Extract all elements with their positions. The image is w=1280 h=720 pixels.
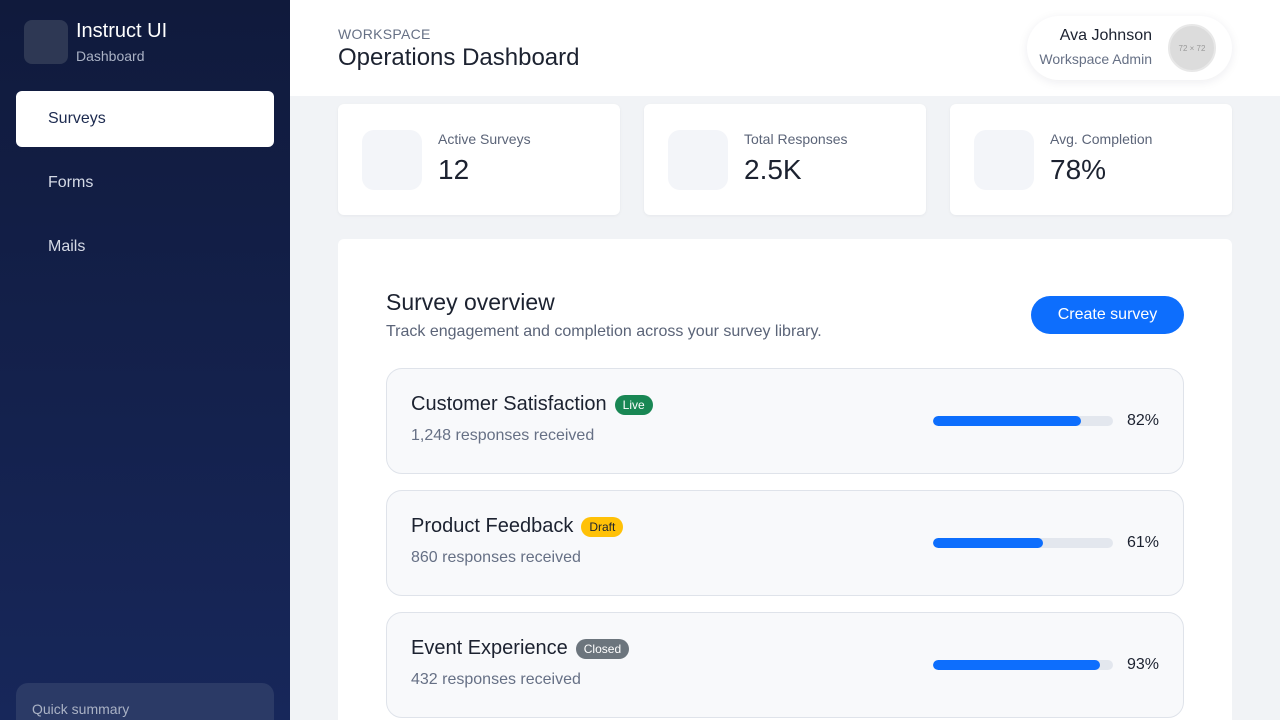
status-badge: Draft [581, 516, 624, 537]
status-badge: Closed [575, 638, 630, 659]
user-menu[interactable]: Ava Johnson Workspace Admin 72 × 72 [1027, 16, 1232, 80]
workspace-label: WORKSPACE [338, 26, 431, 42]
stat-icon [668, 130, 728, 190]
stat-label: Total Responses [744, 131, 848, 147]
status-badge: Live [614, 394, 653, 415]
survey-row[interactable]: Customer Satisfaction Live 1,248 respons… [386, 368, 1184, 474]
stat-value: 78% [1050, 154, 1107, 185]
avatar-placeholder-text: 72 × 72 [1178, 43, 1206, 53]
stat-value: 2.5K [744, 154, 802, 185]
create-survey-button[interactable]: Create survey [1031, 296, 1184, 334]
sidebar-nav: Surveys Forms Mails [16, 91, 274, 283]
stat-value: 12 [438, 154, 470, 185]
brand-logo [24, 20, 68, 64]
stat-card-avg-completion: Avg. Completion 78% [950, 104, 1232, 215]
completion-progress-bar [933, 416, 1113, 426]
survey-row[interactable]: Product Feedback Draft 860 responses rec… [386, 490, 1184, 596]
completion-progress-fill [933, 416, 1081, 426]
brand-subtitle: Dashboard [76, 48, 145, 64]
completion-percent: 93% [1126, 656, 1159, 673]
survey-responses: 1,248 responses received [411, 427, 595, 444]
user-role: Workspace Admin [1039, 51, 1152, 67]
survey-overview-panel: Survey overview Track engagement and com… [338, 239, 1232, 720]
survey-name: Event Experience [411, 637, 568, 659]
top-header: WORKSPACE Operations Dashboard Ava Johns… [290, 0, 1280, 96]
user-name: Ava Johnson [1059, 27, 1152, 44]
sidebar-item-label: Surveys [48, 110, 106, 127]
completion-progress-fill [933, 538, 1043, 548]
sidebar-item-label: Forms [48, 174, 94, 191]
sidebar: Instruct UI Dashboard Surveys Forms Mail… [0, 0, 290, 720]
completion-progress-bar [933, 660, 1113, 670]
survey-responses: 432 responses received [411, 671, 581, 688]
brand: Instruct UI Dashboard [24, 20, 167, 64]
page-title: Operations Dashboard [338, 44, 580, 71]
stat-icon [362, 130, 422, 190]
stat-card-active-surveys: Active Surveys 12 [338, 104, 620, 215]
stat-label: Active Surveys [438, 131, 531, 147]
completion-percent: 61% [1126, 534, 1159, 551]
survey-row[interactable]: Event Experience Closed 432 responses re… [386, 612, 1184, 718]
quick-summary-label: Quick summary [32, 701, 130, 717]
avatar[interactable]: 72 × 72 [1168, 24, 1216, 72]
survey-name: Customer Satisfaction [411, 393, 607, 415]
stat-card-total-responses: Total Responses 2.5K [644, 104, 926, 215]
survey-name: Product Feedback [411, 515, 574, 537]
sidebar-item-label: Mails [48, 238, 86, 255]
panel-title: Survey overview [386, 289, 555, 315]
stat-label: Avg. Completion [1050, 131, 1153, 147]
survey-responses: 860 responses received [411, 549, 581, 566]
brand-name: Instruct UI [76, 20, 168, 42]
completion-progress-bar [933, 538, 1113, 548]
sidebar-item-surveys[interactable]: Surveys [16, 91, 274, 147]
completion-percent: 82% [1126, 412, 1159, 429]
completion-progress-fill [933, 660, 1101, 670]
quick-summary-card: Quick summary [16, 683, 274, 720]
stat-icon [974, 130, 1034, 190]
sidebar-item-mails[interactable]: Mails [16, 219, 274, 275]
panel-subtitle: Track engagement and completion across y… [386, 323, 822, 340]
sidebar-item-forms[interactable]: Forms [16, 155, 274, 211]
